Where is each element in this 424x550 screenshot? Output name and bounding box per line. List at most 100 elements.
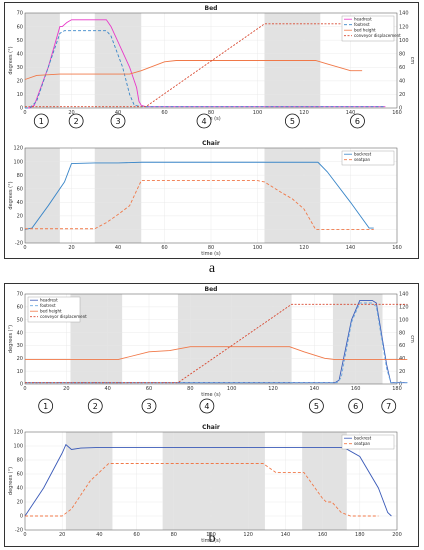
series-line-headrest	[25, 19, 386, 109]
x-tick-label: 140	[346, 110, 356, 116]
panel-a: 0 20 40 60 80 100 120 140 160 0 10 20 30 40 50 60 70 0 20 4…	[4, 2, 419, 259]
y-tick-label: 80	[17, 458, 23, 464]
x-axis-label: time (s)	[201, 392, 220, 398]
plot-frame	[24, 431, 398, 531]
panel-b-charts: 0 20 40 60 80 100 120 140 160 1800102030405060700…	[8, 286, 415, 544]
x-tick-label: 160	[351, 386, 361, 392]
series-line-conveyor-displacement	[25, 23, 386, 108]
tick-labels: 0 20 40 60 80 100 120 140 1600102030405060700204…	[17, 11, 409, 116]
y-tick-label: 0	[20, 514, 23, 520]
phase-label: 5	[290, 117, 295, 126]
y2-tick-label: 40	[399, 79, 405, 85]
phase-label: 3	[115, 117, 120, 126]
series-line-backrest	[24, 443, 392, 517]
y2-tick-label: 100	[399, 38, 409, 44]
panel-label-a: a	[208, 261, 216, 276]
shaded-region-3	[264, 148, 321, 243]
plot-frame	[24, 12, 398, 109]
series-line-backrest	[24, 161, 374, 230]
phase-label: 5	[314, 402, 319, 411]
x-tick-label: 40	[104, 386, 110, 392]
y-tick-label: 120	[13, 146, 23, 152]
x-tick-label: 160	[392, 245, 402, 251]
legend-entry: bed height	[354, 28, 376, 33]
y-tick-label: 40	[17, 51, 23, 57]
phase-label: 6	[353, 402, 358, 411]
y-tick-label: 20	[17, 214, 23, 220]
x-tick-label: 180	[392, 386, 402, 392]
legend-entry: seatpan	[354, 157, 371, 162]
y-tick-label: 30	[17, 65, 23, 71]
legend-entry: backrest	[354, 152, 372, 157]
y-tick-label: 100	[13, 444, 23, 450]
x-tick-label: 80	[187, 386, 193, 392]
phase-label: 4	[204, 402, 209, 411]
shaded-region-1	[25, 148, 60, 243]
y2-tick-label: 120	[399, 305, 409, 311]
y2-tick-label: 100	[399, 317, 409, 323]
x-tick-label: 160	[318, 532, 328, 538]
x-tick-label: 120	[268, 386, 278, 392]
y-tick-label: -20	[15, 241, 23, 247]
y-tick-label: 10	[17, 92, 23, 98]
x-tick-label: 60	[161, 245, 167, 251]
x-tick-label: 120	[243, 532, 253, 538]
phase-circle	[33, 113, 49, 129]
legend-box	[341, 434, 395, 450]
y-tick-label: 0	[20, 227, 23, 233]
y-tick-label: 120	[13, 430, 23, 436]
y-tick-label: 50	[17, 317, 23, 323]
y2-tick-label: 120	[399, 24, 409, 30]
y-tick-label: 20	[17, 356, 23, 362]
x-tick-label: 80	[208, 110, 214, 116]
phase-circle	[68, 113, 84, 129]
panel-b: 0 20 40 60 80 100 120 140 160 180 0 10 20 30 40 50 60 70 0…	[4, 283, 419, 547]
y-tick-label: 0	[20, 382, 23, 388]
phase-markers-b-bed: 1 2 3 4 5 6 7	[38, 398, 397, 414]
phase-circle	[110, 113, 126, 129]
x-tick-label: 60	[161, 110, 167, 116]
y-tick-label: 20	[17, 79, 23, 85]
plot-frame	[24, 147, 398, 244]
phase-circle	[284, 113, 300, 129]
x-tick-label: 0	[23, 386, 26, 392]
y-tick-label: -20	[15, 528, 23, 534]
y-tick-label: 40	[17, 486, 23, 492]
y-tick-label: 60	[17, 472, 23, 478]
chart-b-bed: 0 20 40 60 80 100 120 140 160 1800102030405060700…	[8, 286, 415, 398]
x-tick-label: 40	[115, 110, 121, 116]
legend-entry: headrest	[40, 298, 58, 303]
y2-tick-label: 80	[399, 330, 405, 336]
plot-frame	[24, 293, 398, 385]
y2-axis-label: cm	[409, 335, 415, 343]
x-tick-label: 140	[310, 386, 320, 392]
x-tick-label: 100	[253, 245, 263, 251]
legend-entry: backrest	[354, 436, 372, 441]
phase-label: 3	[146, 402, 151, 411]
x-tick-label: 20	[63, 386, 69, 392]
x-tick-label: 0	[23, 245, 26, 251]
legend-entry: bed height	[40, 309, 62, 314]
tick-labels: 0 20 40 60 80 100 120 140 160 180 200-200204060801…	[13, 430, 401, 538]
phase-circle	[87, 398, 103, 414]
legend-entry: conveyor displacement	[40, 314, 87, 319]
x-tick-label: 180	[355, 532, 365, 538]
y2-tick-label: 60	[399, 343, 405, 349]
y-tick-label: 0	[20, 106, 23, 112]
x-tick-label: 80	[208, 245, 214, 251]
phase-circle	[199, 398, 215, 414]
shaded-region-1	[65, 432, 113, 530]
y-axis-label: degrees (°)	[8, 467, 14, 495]
phase-circle	[348, 398, 364, 414]
x-tick-label: 0	[23, 532, 26, 538]
phase-circle	[350, 113, 365, 129]
x-tick-label: 60	[146, 386, 152, 392]
y-tick-label: 80	[17, 173, 23, 179]
phase-circle	[308, 398, 324, 414]
phase-label: 6	[355, 117, 360, 126]
series-line-bed-height	[25, 346, 408, 361]
x-tick-label: 20	[68, 245, 74, 251]
y2-axis-label: cm	[409, 57, 415, 65]
